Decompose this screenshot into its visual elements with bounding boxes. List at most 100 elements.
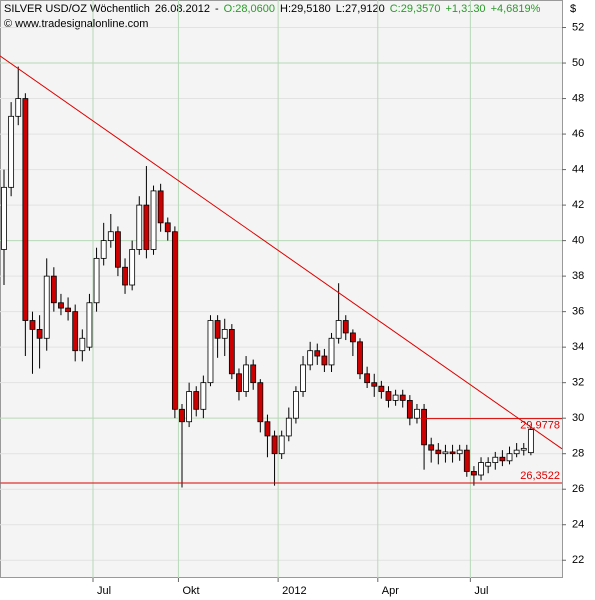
x-tick-label: Jul <box>474 585 488 597</box>
candle-body <box>58 302 64 309</box>
candle-body <box>406 400 413 419</box>
candle-body <box>357 341 363 375</box>
candle-body <box>435 449 442 455</box>
x-tick-label: 2012 <box>282 585 306 597</box>
candle-body <box>285 417 292 437</box>
candle-body <box>179 408 185 423</box>
candle-body <box>307 350 314 366</box>
candle-body <box>214 320 221 339</box>
candle-body <box>100 240 107 259</box>
candle-body <box>143 204 150 250</box>
candle-body <box>478 462 484 476</box>
candle-body <box>1 186 7 250</box>
candle-body <box>506 453 513 462</box>
candle-body <box>264 421 271 437</box>
candle-body <box>513 449 520 455</box>
candle-body <box>421 408 427 446</box>
candle-body <box>129 249 136 286</box>
candle-body <box>164 222 171 233</box>
candle-body <box>186 391 193 423</box>
candle-body <box>471 471 477 476</box>
candle-body <box>257 382 264 423</box>
candle-body <box>463 449 470 472</box>
candle-body <box>492 456 499 463</box>
header-item: C:29,3570 <box>390 3 441 15</box>
x-tick-label: Jul <box>97 585 111 597</box>
y-tick-label: 38 <box>572 270 584 282</box>
candle-body <box>335 320 342 339</box>
candle-body <box>250 364 257 384</box>
candle-body <box>271 435 278 455</box>
candle-body <box>65 307 71 313</box>
y-tick-label: 42 <box>572 199 584 211</box>
y-tick-label: 40 <box>572 235 584 247</box>
candle-body <box>72 311 79 352</box>
candle-body <box>349 332 356 343</box>
y-tick-label: 34 <box>572 341 584 353</box>
trendline <box>0 55 563 450</box>
candle-body <box>449 451 456 455</box>
candle-body <box>278 435 285 455</box>
candle-body <box>321 355 328 366</box>
candle-body <box>499 456 506 462</box>
candle-body <box>207 320 214 384</box>
header-item: H:29,5180 <box>280 3 331 15</box>
candle-body <box>456 449 463 455</box>
candle-body <box>328 337 335 366</box>
candle-body <box>485 462 492 467</box>
candle-body <box>385 391 392 401</box>
candle-body <box>122 266 128 286</box>
candle-body <box>93 257 100 304</box>
y-axis-label: $ <box>570 3 576 15</box>
y-tick-label: 50 <box>572 57 584 69</box>
header-item: O:28,0600 <box>224 3 275 15</box>
y-tick-label: 52 <box>572 21 584 33</box>
candle-body <box>36 328 43 339</box>
candle-body <box>200 382 207 410</box>
candle-body <box>8 115 15 188</box>
y-tick-label: 32 <box>572 377 584 389</box>
candle-body <box>428 444 435 451</box>
candle-body <box>15 98 22 117</box>
candle-body <box>193 391 200 410</box>
candle-body <box>364 373 371 384</box>
candle-body <box>293 391 299 419</box>
y-tick-label: 22 <box>572 554 584 566</box>
candle-body <box>171 231 178 410</box>
level-label: 26,3522 <box>520 470 560 482</box>
candle-body <box>442 451 449 455</box>
candle-body <box>86 302 93 348</box>
candle-body <box>236 373 242 392</box>
candle-body <box>414 408 420 419</box>
header-item: L:27,9120 <box>336 3 385 15</box>
candle-body <box>243 364 249 392</box>
chart-header: SILVER USD/OZ Wöchentlich 26.08.2012- O:28… <box>4 3 541 15</box>
header-item: SILVER USD/OZ Wöchentlich <box>4 3 150 15</box>
candle-body <box>221 328 228 339</box>
candle-body <box>392 394 399 401</box>
y-tick-label: 30 <box>572 412 584 424</box>
y-tick-label: 26 <box>572 483 584 495</box>
header-item: 26.08.2012 <box>155 3 210 15</box>
x-tick-label: Apr <box>382 585 399 597</box>
candle-body <box>314 350 321 357</box>
y-tick-label: 48 <box>572 92 584 104</box>
candle-body <box>378 385 385 392</box>
candle-body <box>399 394 406 401</box>
candle-body <box>371 382 378 387</box>
candle-body <box>136 204 143 250</box>
y-tick-label: 28 <box>572 448 584 460</box>
subtitle: © www.tradesignalonline.com <box>4 18 148 30</box>
header-item: +1,3130 <box>445 3 485 15</box>
candle-body <box>29 320 36 330</box>
candle-body <box>527 429 534 454</box>
candle-body <box>79 337 86 352</box>
y-tick-label: 44 <box>572 163 584 175</box>
candle-body <box>342 320 349 334</box>
candle-body <box>157 190 164 224</box>
level-label: 29,9778 <box>520 419 560 431</box>
y-tick-label: 24 <box>572 519 584 531</box>
candle-body <box>150 190 157 250</box>
y-tick-label: 36 <box>572 306 584 318</box>
